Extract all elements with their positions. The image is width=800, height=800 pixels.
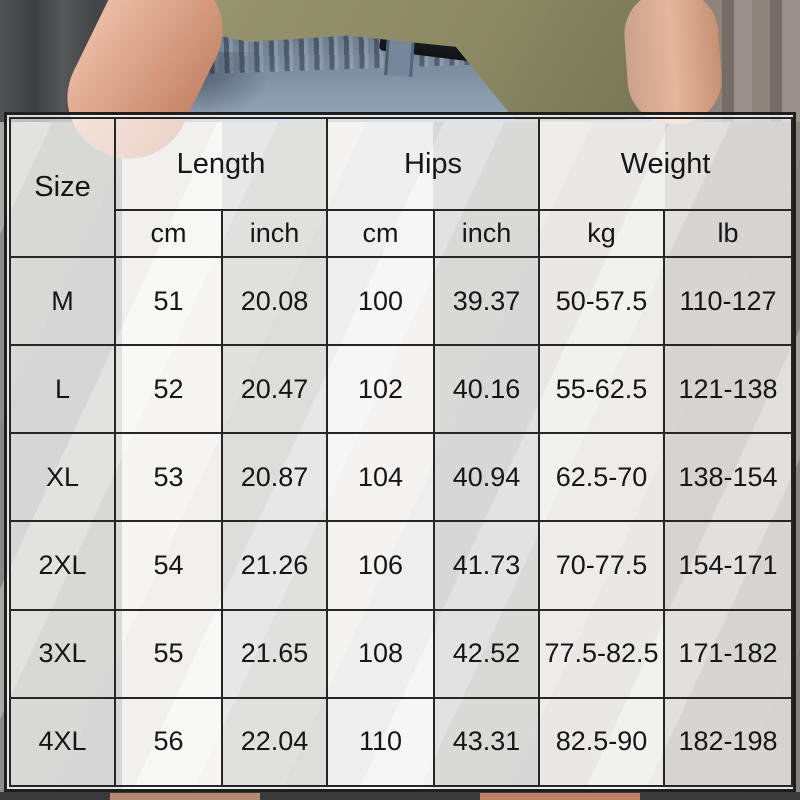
header-row-units: cm inch cm inch kg lb — [10, 209, 794, 258]
hips-cm-cell: 106 — [326, 520, 436, 611]
hips-cm-cell: 102 — [326, 344, 436, 435]
photo-bottom-strip — [0, 792, 800, 800]
size-chart-table: Size Length Hips Weight cm inch cm inch … — [9, 117, 794, 788]
size-cell: XL — [9, 432, 116, 523]
length-inch-cell: 20.47 — [220, 344, 329, 435]
hips-cm-cell: 110 — [326, 696, 436, 788]
length-inch-cell: 21.65 — [220, 608, 329, 699]
weight-lb-cell: 154-171 — [663, 520, 794, 611]
photo-bottom-detail — [480, 793, 640, 800]
unit-length-inch: inch — [220, 209, 329, 258]
unit-length-cm: cm — [114, 209, 223, 258]
weight-kg-cell: 62.5-70 — [538, 432, 666, 523]
model-right-arm — [621, 0, 725, 128]
hips-cm-cell: 108 — [326, 608, 436, 699]
weight-kg-cell: 50-57.5 — [538, 255, 666, 347]
col-header-weight: Weight — [538, 117, 794, 211]
size-chart-frame: Size Length Hips Weight cm inch cm inch … — [4, 112, 796, 792]
hips-inch-cell: 40.94 — [433, 432, 541, 523]
size-cell: 4XL — [9, 696, 116, 788]
length-cm-cell: 56 — [114, 696, 223, 788]
table-row-2xl: 2XL 54 21.26 106 41.73 70-77.5 154-171 — [9, 520, 794, 611]
unit-weight-lb: lb — [663, 209, 794, 258]
header-row-groups: Size Length Hips Weight — [9, 117, 794, 258]
length-cm-cell: 53 — [114, 432, 223, 523]
weight-lb-cell: 110-127 — [663, 255, 794, 347]
length-inch-cell: 20.87 — [220, 432, 329, 523]
size-cell: 2XL — [9, 520, 116, 611]
size-cell: L — [9, 344, 116, 435]
weight-lb-cell: 121-138 — [663, 344, 794, 435]
table-row-l: L 52 20.47 102 40.16 55-62.5 121-138 — [9, 344, 794, 435]
size-cell: M — [9, 255, 116, 347]
hips-inch-cell: 43.31 — [433, 696, 541, 788]
length-cm-cell: 55 — [114, 608, 223, 699]
hips-inch-cell: 41.73 — [433, 520, 541, 611]
table-row-4xl: 4XL 56 22.04 110 43.31 82.5-90 182-198 — [9, 696, 794, 788]
hips-cm-cell: 104 — [326, 432, 436, 523]
weight-kg-cell: 82.5-90 — [538, 696, 666, 788]
unit-hips-cm: cm — [326, 209, 436, 258]
col-header-hips: Hips — [326, 117, 541, 211]
unit-hips-inch: inch — [433, 209, 541, 258]
length-inch-cell: 21.26 — [220, 520, 329, 611]
length-inch-cell: 20.08 — [220, 255, 329, 347]
length-cm-cell: 51 — [114, 255, 223, 347]
hips-inch-cell: 39.37 — [433, 255, 541, 347]
size-cell: 3XL — [9, 608, 116, 699]
photo-bottom-detail — [110, 793, 260, 800]
unit-weight-kg: kg — [538, 209, 666, 258]
weight-lb-cell: 171-182 — [663, 608, 794, 699]
table-row-m: M 51 20.08 100 39.37 50-57.5 110-127 — [9, 255, 794, 347]
hips-cm-cell: 100 — [326, 255, 436, 347]
weight-kg-cell: 55-62.5 — [538, 344, 666, 435]
weight-lb-cell: 182-198 — [663, 696, 794, 788]
weight-lb-cell: 138-154 — [663, 432, 794, 523]
hips-inch-cell: 40.16 — [433, 344, 541, 435]
length-inch-cell: 22.04 — [220, 696, 329, 788]
length-cm-cell: 54 — [114, 520, 223, 611]
hips-inch-cell: 42.52 — [433, 608, 541, 699]
col-header-size: Size — [9, 117, 116, 258]
weight-kg-cell: 77.5-82.5 — [538, 608, 666, 699]
col-header-length: Length — [113, 117, 329, 211]
table-row-xl: XL 53 20.87 104 40.94 62.5-70 138-154 — [9, 432, 794, 523]
weight-kg-cell: 70-77.5 — [538, 520, 666, 611]
length-cm-cell: 52 — [114, 344, 223, 435]
table-row-3xl: 3XL 55 21.65 108 42.52 77.5-82.5 171-182 — [9, 608, 794, 699]
